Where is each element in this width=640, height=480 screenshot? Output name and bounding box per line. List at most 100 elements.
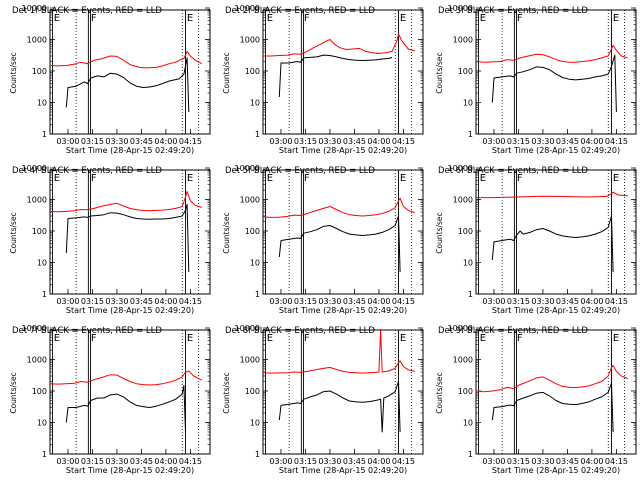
marker-label: E	[54, 333, 60, 344]
y-tick-label: 100	[458, 227, 473, 236]
x-tick-label: 03:15	[294, 457, 317, 466]
y-axis-label: Counts/sec	[435, 212, 444, 253]
chart-title: Det 9f BLACK = Events, RED = LLD	[438, 326, 588, 336]
x-tick-label: 03:30	[105, 457, 128, 466]
y-tick-label: 1000	[453, 356, 473, 365]
x-tick-label: 03:30	[105, 297, 128, 306]
x-tick-label: 03:00	[269, 137, 292, 146]
chart-title: Det 2f BLACK = Events, RED = LLD	[225, 6, 375, 16]
y-axis-label: Counts/sec	[222, 52, 231, 93]
x-tick-label: 04:15	[392, 457, 415, 466]
x-axis-label: Start Time (28-Apr-15 02:49:20)	[66, 146, 194, 155]
x-axis-label: Start Time (28-Apr-15 02:49:20)	[492, 146, 620, 155]
y-axis-label: Counts/sec	[9, 52, 18, 93]
lld-series-line	[263, 33, 415, 57]
x-tick-label: 03:30	[105, 137, 128, 146]
marker-label: E	[613, 173, 619, 184]
marker-label: F	[517, 13, 523, 24]
x-tick-label: 04:00	[580, 137, 603, 146]
chart-title: Det 5f BLACK = Events, RED = LLD	[225, 166, 375, 176]
x-tick-label: 03:00	[482, 297, 505, 306]
y-tick-label: 10	[250, 99, 260, 108]
y-axis-label: Counts/sec	[222, 212, 231, 253]
marker-label: E	[480, 333, 486, 344]
marker-label: E	[480, 13, 486, 24]
x-tick-label: 03:45	[556, 457, 579, 466]
y-tick-label: 1	[255, 130, 260, 139]
x-tick-label: 04:15	[392, 297, 415, 306]
marker-label: F	[304, 333, 310, 344]
plot-frame	[49, 329, 211, 455]
plot-frame	[262, 9, 424, 135]
y-tick-label: 10	[37, 259, 47, 268]
x-tick-label: 03:00	[56, 457, 79, 466]
plot-frame	[262, 169, 424, 295]
marker-label: E	[480, 173, 486, 184]
lld-series-line	[475, 44, 628, 63]
y-tick-label: 10	[250, 259, 260, 268]
y-tick-label: 1000	[453, 36, 473, 45]
x-axis-label: Start Time (28-Apr-15 02:49:20)	[66, 466, 194, 475]
x-tick-label: 03:00	[269, 457, 292, 466]
plot-frame	[475, 9, 637, 135]
y-tick-label: 1000	[240, 36, 260, 45]
x-tick-label: 03:45	[130, 297, 153, 306]
y-axis-label: Counts/sec	[222, 372, 231, 413]
y-tick-label: 1000	[27, 356, 47, 365]
y-tick-label: 10	[37, 99, 47, 108]
x-tick-label: 03:00	[482, 137, 505, 146]
marker-label: F	[304, 13, 310, 24]
x-tick-label: 03:30	[318, 137, 341, 146]
events-series-line	[491, 54, 617, 113]
chart-title: Det 4f BLACK = Events, RED = LLD	[12, 166, 162, 176]
x-tick-label: 04:15	[605, 297, 628, 306]
y-tick-label: 10	[463, 259, 473, 268]
marker-label: E	[54, 173, 60, 184]
marker-label: F	[517, 173, 523, 184]
marker-label: F	[91, 333, 97, 344]
x-tick-label: 04:15	[179, 457, 202, 466]
events-series-line	[278, 54, 393, 98]
marker-label: E	[267, 13, 273, 24]
x-axis-label: Start Time (28-Apr-15 02:49:20)	[279, 146, 407, 155]
y-tick-label: 100	[32, 227, 47, 236]
events-series-line	[65, 57, 190, 113]
events-series-line	[278, 381, 401, 433]
y-axis-label: Counts/sec	[9, 372, 18, 413]
x-tick-label: 04:15	[605, 137, 628, 146]
y-tick-label: 1	[255, 290, 260, 299]
y-tick-label: 100	[245, 387, 260, 396]
x-tick-label: 04:00	[580, 297, 603, 306]
y-tick-label: 10000	[22, 164, 47, 173]
plot-frame	[49, 9, 211, 135]
x-tick-label: 04:00	[367, 297, 390, 306]
plot-frame	[475, 329, 637, 455]
y-tick-label: 100	[458, 387, 473, 396]
lld-series-line	[49, 191, 202, 213]
marker-label: E	[400, 333, 406, 344]
chart-title: Det 8f BLACK = Events, RED = LLD	[225, 326, 375, 336]
events-series-line	[278, 215, 401, 273]
y-tick-label: 1	[468, 290, 473, 299]
x-tick-label: 04:00	[367, 457, 390, 466]
x-tick-label: 03:45	[343, 137, 366, 146]
x-tick-label: 03:30	[531, 297, 554, 306]
y-tick-label: 1000	[453, 196, 473, 205]
plot-frame	[49, 169, 211, 295]
x-axis-label: Start Time (28-Apr-15 02:49:20)	[279, 306, 407, 315]
y-tick-label: 10000	[448, 324, 473, 333]
y-tick-label: 100	[32, 67, 47, 76]
x-tick-label: 03:45	[556, 137, 579, 146]
x-axis-label: Start Time (28-Apr-15 02:49:20)	[66, 306, 194, 315]
x-tick-label: 03:15	[81, 457, 104, 466]
x-tick-label: 03:00	[482, 457, 505, 466]
y-axis-label: Counts/sec	[9, 212, 18, 253]
chart-title: Det 3f BLACK = Events, RED = LLD	[438, 6, 588, 16]
y-axis-label: Counts/sec	[435, 372, 444, 413]
x-tick-label: 03:45	[130, 457, 153, 466]
marker-label: E	[400, 173, 406, 184]
y-tick-label: 1	[42, 450, 47, 459]
y-tick-label: 10000	[22, 4, 47, 13]
